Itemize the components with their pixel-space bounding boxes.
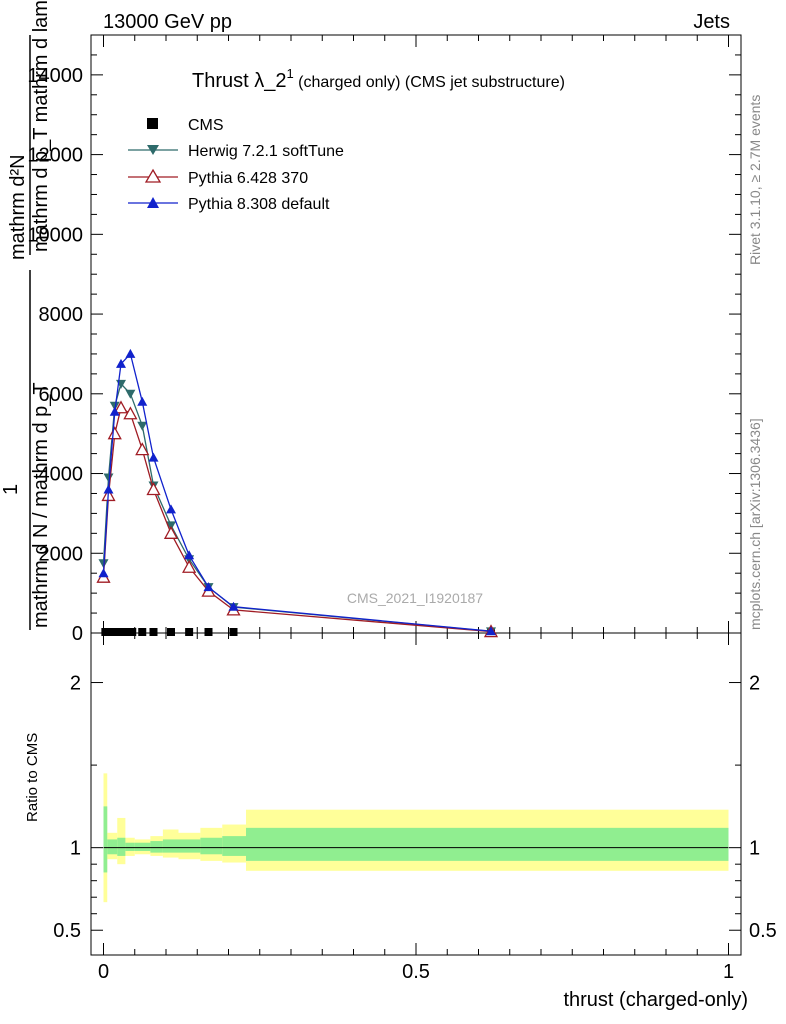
data-point-cms [118, 628, 127, 636]
data-point-cms [204, 628, 213, 636]
data-point-pythia6 [182, 559, 197, 573]
data-point-cms [185, 628, 194, 636]
legend-marker-herwig [147, 145, 159, 155]
data-point-cms [229, 628, 238, 636]
data-point-cms [167, 628, 175, 636]
data-point-pythia8 [228, 601, 239, 611]
ratio-y-tick-label-right: 1 [749, 838, 760, 860]
data-point-cms [128, 628, 137, 636]
data-series [96, 348, 499, 638]
ratio-band-inner [107, 839, 118, 855]
data-point-cms [101, 628, 110, 636]
legend-marker-pythia6 [144, 168, 162, 183]
data-point-pythia8 [486, 626, 496, 636]
data-point-pythia8 [103, 484, 114, 494]
ratio-band-inner [117, 837, 126, 856]
data-point-cms [149, 628, 158, 636]
y-label-denominator: mathrm d p_T mathrm d lambda [30, 0, 52, 252]
data-point-pythia6 [123, 406, 138, 420]
ratio-y-axis-label: Ratio to CMS [24, 733, 41, 822]
data-point-herwig [166, 521, 176, 531]
header-energy: 13000 GeV pp [103, 11, 232, 33]
main-y-axis-label: mathrm d²N mathrm d p_T mathrm d lambda … [0, 0, 52, 630]
data-point-pythia6 [135, 442, 150, 456]
y-tick-label: 0 [72, 623, 83, 645]
ratio-y-tick-label-right: 2 [749, 673, 760, 695]
data-point-pythia8 [116, 358, 126, 368]
legend: CMS Herwig 7.2.1 softTune Pythia 6.428 3… [128, 117, 344, 213]
legend-label-pythia6: Pythia 6.428 370 [188, 170, 308, 187]
data-point-herwig [103, 473, 114, 483]
y-tick-label: 14000 [27, 65, 83, 87]
data-point-cms [138, 628, 147, 636]
data-point-cms [123, 628, 132, 636]
x-tick-label: 0.5 [402, 961, 430, 983]
legend-marker-pythia8 [147, 197, 159, 208]
data-point-pythia8 [203, 582, 214, 592]
legend-marker-cms [147, 118, 158, 129]
ratio-uncertainty-bands [103, 773, 729, 903]
ratio-y-tick-label-right: 0.5 [749, 920, 777, 942]
legend-label-herwig: Herwig 7.2.1 softTune [188, 143, 344, 160]
legend-label-cms: CMS [188, 117, 224, 134]
ratio-band-inner [200, 837, 223, 855]
data-point-cms [113, 628, 122, 636]
analysis-watermark: CMS_2021_I1920187 [347, 590, 483, 606]
x-tick-label: 1 [723, 961, 734, 983]
data-point-herwig [125, 389, 136, 399]
data-point-pythia8 [98, 568, 109, 578]
data-point-pythia8 [148, 452, 159, 462]
data-point-pythia6 [113, 400, 129, 414]
y-tick-label: 12000 [27, 145, 83, 167]
data-point-pythia8 [166, 504, 176, 514]
ratio-y-tick-label: 1 [70, 838, 81, 860]
mcplots-label: mcplots.cern.ch [arXiv:1306.3436] [747, 418, 763, 630]
ratio-band-inner [134, 842, 151, 851]
data-point-herwig [109, 401, 120, 411]
x-axis-label: thrust (charged-only) [563, 989, 748, 1011]
data-point-pythia6 [163, 525, 179, 539]
data-point-pythia8 [184, 550, 195, 560]
y-tick-label: 8000 [39, 304, 84, 326]
ratio-band-inner [178, 839, 201, 853]
header-process: Jets [693, 11, 730, 33]
chart-title-main: Thrust λ_2 [192, 70, 286, 92]
data-point-pythia8 [109, 406, 120, 416]
chart-title-rest: (charged only) (CMS jet substructure) [294, 74, 565, 91]
y-label-one: 1 [0, 484, 22, 495]
data-point-pythia6 [146, 482, 161, 496]
main-y-axis: 0 2000 4000 6000 8000 10000 12000 14000 [27, 54, 741, 645]
ratio-y-tick-label: 2 [70, 673, 81, 695]
ratio-band-inner [162, 839, 179, 853]
y-tick-label: 2000 [39, 543, 84, 565]
y-tick-label: 4000 [39, 464, 84, 486]
ratio-band-inner [125, 842, 135, 851]
y-tick-label: 10000 [27, 224, 83, 246]
y-label-numerator: mathrm d²N [7, 154, 29, 260]
rivet-label: Rivet 3.1.10, ≥ 2.7M events [747, 95, 763, 265]
y-label-norm: mathrm d N / mathrm d p_T [30, 382, 52, 628]
ratio-band-inner [222, 836, 246, 856]
ratio-y-axis: 0.5 0.5 1 1 2 2 [53, 673, 777, 943]
data-point-pythia8 [137, 396, 148, 406]
x-axis: 0 0.5 1 [98, 35, 734, 983]
ratio-band-inner [103, 806, 108, 873]
data-point-pythia6 [107, 426, 122, 440]
x-tick-label: 0 [98, 961, 109, 983]
data-point-pythia8 [125, 348, 136, 358]
chart-title-sup: 1 [286, 66, 293, 81]
data-point-cms [105, 628, 114, 636]
y-tick-label: 6000 [39, 384, 84, 406]
ratio-panel-frame [90, 632, 742, 956]
legend-label-pythia8: Pythia 8.308 default [188, 196, 330, 213]
data-point-herwig [137, 421, 148, 431]
ratio-y-tick-label: 0.5 [53, 920, 81, 942]
ratio-band-inner [246, 827, 729, 861]
ratio-band-inner [150, 841, 163, 853]
chart-title: Thrust λ_21 (charged only) (CMS jet subs… [192, 66, 565, 92]
